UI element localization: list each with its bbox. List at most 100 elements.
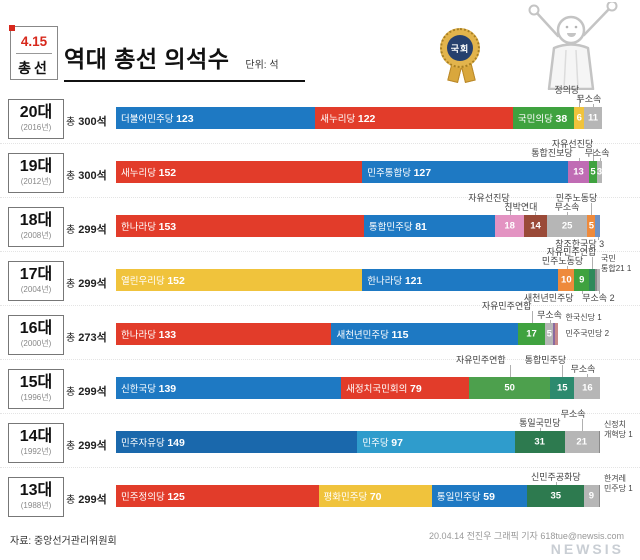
total-prefix: 총: [66, 171, 76, 182]
segment-seat-count: 16: [582, 382, 593, 394]
segment-seat-count: 17: [526, 328, 537, 340]
callout-label: 무소속: [584, 148, 610, 158]
segment-label: 더불어민주당 123: [121, 113, 194, 125]
stacked-bar: 민주자유당 149 민주당 97 31 21: [116, 431, 602, 453]
segment-seat-count: 5: [590, 166, 596, 178]
assembly-name: 17대: [19, 266, 53, 283]
rosette-center: 국회: [447, 35, 473, 61]
segment-label: 신한국당 139: [121, 383, 177, 395]
bar-area: 민주자유당 149 민주당 97 31 21 통일국민당 무소속 신정치 개혁당 1: [116, 410, 633, 467]
callout-connector-line: [598, 237, 600, 240]
bar-segment: [597, 269, 601, 291]
side-note-line: 한국신당 1: [565, 313, 602, 322]
election-row: 15대 (1996년) 총 299석 신한국당 139 새정치국민회의 79 50 15 16…: [0, 356, 640, 414]
bar-segment: [589, 269, 596, 291]
bar-segment: 5: [545, 323, 554, 345]
segment-label: 새천년민주당 115: [336, 329, 409, 341]
bar-segment: 평화민주당 70: [318, 485, 432, 507]
bar-segment: 열린우리당 152: [116, 269, 363, 291]
page-title: 역대 총선 의석수: [64, 46, 230, 72]
segment-label: 평화민주당 70: [323, 491, 382, 503]
assembly-name: 14대: [19, 428, 53, 445]
assembly-year: (1988년): [20, 500, 52, 510]
callout-label: 무소속: [576, 94, 602, 104]
bar-segment: 민주당 97: [357, 431, 515, 453]
segment-seat-count: 50: [504, 382, 515, 394]
bar-segment: [598, 485, 601, 507]
side-note-line: 민주당 1: [603, 484, 633, 493]
callout-connector-line: [562, 365, 564, 377]
bar-segment: [554, 323, 559, 345]
bar-area: 민주정의당 125 평화민주당 70 통일민주당 59 35 9 신민주공화당 한겨레 민주당…: [116, 468, 633, 521]
bar-segment: 11: [584, 107, 602, 129]
segment-seat-count: 10: [561, 274, 572, 286]
segment-label: 한나라당 133: [121, 329, 177, 341]
callout-label: 무소속: [570, 364, 596, 374]
election-row: 13대 (1988년) 총 299석 민주정의당 125 평화민주당 70 통일민주당 5…: [0, 468, 640, 521]
bar-segment: 50: [469, 377, 551, 399]
side-note: 민주국민당 2: [566, 329, 609, 339]
rosette-text: 국회: [450, 43, 470, 54]
assembly-name: 15대: [19, 374, 53, 391]
segment-seat-count: 21: [576, 436, 588, 448]
callout-label: 신민주공화당: [530, 472, 581, 482]
assembly-name: 20대: [19, 104, 53, 121]
side-note-line: 국민: [601, 254, 616, 263]
assembly-name: 18대: [19, 212, 53, 229]
bar-segment: 새누리당 152: [116, 161, 363, 183]
callout-connector-line: [509, 365, 511, 377]
bar-segment: 21: [564, 431, 599, 453]
total-value: 300석: [75, 116, 107, 128]
bar-segment: 한나라당 121: [362, 269, 559, 291]
assembly-box: 15대 (1996년): [8, 369, 64, 409]
callout-label: 무소속 2: [582, 293, 615, 303]
bar-segment: 국민의당 38: [512, 107, 575, 129]
callout-connector-line: [593, 149, 595, 161]
assembly-name: 16대: [19, 320, 53, 337]
bar-segment: 25: [546, 215, 588, 237]
callout-connector-line: [599, 158, 601, 161]
total-value: 299석: [75, 440, 107, 452]
callout-label: 자유민주연합: [481, 301, 532, 311]
segment-seat-count: 15: [556, 382, 568, 394]
stacked-bar: 열린우리당 152 한나라당 121 10 9: [116, 269, 602, 291]
segment-label: 새누리당 122: [320, 113, 376, 125]
bar-segment: 17: [517, 323, 546, 345]
callout-label: 민주노동당: [555, 193, 598, 203]
callout-connector-line: [581, 291, 583, 294]
total-prefix: 총: [66, 279, 76, 290]
bar-segment: 9: [584, 485, 599, 507]
rosette-badge: 국회: [440, 28, 484, 90]
total-value: 299석: [75, 386, 107, 398]
callout-label: 친박연대: [504, 202, 538, 212]
bar-segment: 신한국당 139: [116, 377, 342, 399]
side-note: 한국신당 1: [566, 313, 602, 323]
assembly-year: (2008년): [20, 230, 52, 240]
callout-label: 자유선진당: [468, 193, 510, 203]
callout-connector-line: [598, 291, 600, 294]
total-value: 273석: [75, 332, 107, 344]
assembly-box: 13대 (1988년): [8, 477, 64, 517]
total-value: 299석: [75, 494, 107, 506]
bar-segment: 새누리당 122: [315, 107, 513, 129]
segment-seat-count: 11: [588, 112, 599, 124]
election-row: 14대 (1992년) 총 299석 민주자유당 149 민주당 97 31 21 통일국민당…: [0, 410, 640, 468]
bar-segment: 16: [574, 377, 601, 399]
total-seats-label: 총 299석: [66, 383, 107, 399]
callout-label: 무소속: [554, 202, 580, 212]
badge-date: 4.15: [16, 34, 52, 54]
side-note-line: 신정치: [603, 420, 627, 429]
assembly-year: (1992년): [20, 446, 52, 456]
segment-seat-count: 13: [573, 166, 584, 178]
callout-label: 자유선진당: [551, 139, 594, 149]
callout-connector-line: [579, 95, 581, 107]
callout-connector-line: [531, 311, 533, 323]
side-note-line: 개혁당 1: [603, 430, 633, 439]
callout-connector-line: [591, 203, 593, 215]
assembly-year: (2004년): [20, 284, 52, 294]
callout-connector-line: [509, 203, 511, 215]
side-note-line: 통합21 1: [601, 264, 632, 273]
callout-connector-line: [555, 482, 557, 485]
assembly-year: (2016년): [20, 122, 52, 132]
